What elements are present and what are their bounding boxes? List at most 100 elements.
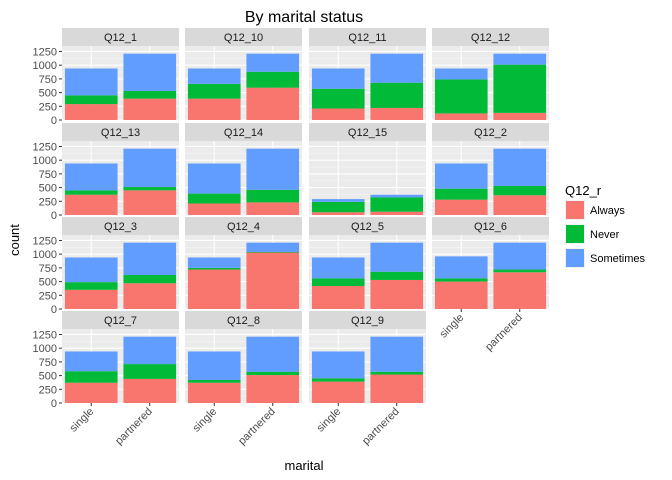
bar-segment-never [246,371,300,376]
legend-label: Never [590,229,620,241]
bar-segment-sometimes [187,257,241,268]
bar-segment-never [370,271,424,280]
x-tick-label: single [438,312,467,341]
y-tick-label: 250 [39,196,57,208]
bar-segment-never [311,201,365,213]
bar-segment-always [246,252,300,309]
bar-segment-sometimes [311,257,365,279]
facet-strip [309,123,426,141]
x-axis-title: marital [284,458,323,473]
bar-segment-sometimes [64,351,118,372]
bar-segment-always [311,212,365,215]
y-tick-label: 500 [39,371,57,383]
facet-panel: Q12_12 [432,28,549,121]
y-axis-title: count [7,224,22,256]
bar-segment-never [123,364,177,379]
y-tick-label: 1000 [33,60,57,72]
facet-label: Q12_11 [348,32,386,44]
legend: Q12_r Always Never Sometimes [565,183,646,268]
y-tick-label: 750 [39,263,57,275]
facet-panel: Q12_14 [185,123,302,216]
bar-segment-always [187,98,241,120]
bar-segment-never [123,187,177,191]
bar-segment-sometimes [246,148,300,190]
facet-label: Q12_6 [474,221,507,233]
bar-segment-always [434,113,488,120]
bar-segment-always [370,279,424,309]
bar-segment-never [370,371,424,375]
bar-segment-sometimes [311,68,365,89]
bar-segment-sometimes [370,242,424,272]
bar-segment-sometimes [64,163,118,191]
y-tick-label: 1250 [33,141,57,153]
bar-segment-sometimes [64,68,118,96]
facet-strip [309,28,426,46]
facet-strip [309,217,426,235]
facet-strip [62,217,179,235]
bar-segment-always [123,283,177,309]
bar-segment-never [370,197,424,212]
bar-segment-always [246,375,300,403]
bar-segment-never [187,193,241,204]
bar-segment-never [370,82,424,108]
bar-segment-never [246,251,300,253]
bar-segment-sometimes [246,336,300,372]
legend-label: Always [590,205,625,217]
bar-segment-always [187,382,241,403]
bar-segment-never [64,371,118,383]
bar-segment-sometimes [123,53,177,91]
bar-segment-sometimes [493,148,547,186]
facet-label: Q12_3 [104,221,137,233]
facet-panel: Q12_15 [309,123,426,216]
facet-strip [185,28,302,46]
facet-label: Q12_7 [104,315,137,327]
bar-segment-always [311,285,365,309]
facet-panel: Q12_4 [185,217,302,310]
x-tick-label: single [315,406,344,435]
bar-segment-sometimes [64,257,118,283]
facet-label: Q12_14 [224,127,263,139]
facet-label: Q12_2 [474,127,507,139]
bar-segment-always [246,87,300,120]
bar-segment-sometimes [246,53,300,72]
bar-segment-sometimes [123,148,177,188]
facet-label: Q12_12 [471,32,510,44]
y-tick-label: 250 [39,384,57,396]
facet-panel: Q12_5 [309,217,426,310]
facet-panel: Q12_10 [185,28,302,121]
bar-segment-always [123,378,177,403]
bar-segment-always [370,211,424,215]
y-tick-label: 500 [39,277,57,289]
bar-segment-sometimes [370,194,424,198]
bar-segment-sometimes [493,242,547,270]
x-tick-label: single [68,406,97,435]
bar-segment-sometimes [434,256,488,279]
facet-strip [432,123,549,141]
legend-key-never [566,225,584,243]
bar-segment-always [187,203,241,215]
bar-segment-never [493,269,547,273]
bar-segment-always [434,281,488,309]
bar-segment-always [64,194,118,215]
bar-segment-never [187,379,241,383]
bar-segment-sometimes [187,68,241,84]
y-tick-label: 0 [51,210,57,222]
facet-panel: Q12_11 [309,28,426,121]
bar-segment-always [187,269,241,309]
facet-strip [62,311,179,329]
bar-segment-sometimes [187,163,241,194]
y-tick-label: 500 [39,183,57,195]
bar-segment-always [64,382,118,403]
facet-strip [432,28,549,46]
bar-segment-sometimes [123,336,177,365]
x-tick-label: partnered [113,406,155,448]
bar-segment-sometimes [370,336,424,372]
bar-segment-always [493,272,547,309]
bar-segment-never [64,190,118,195]
